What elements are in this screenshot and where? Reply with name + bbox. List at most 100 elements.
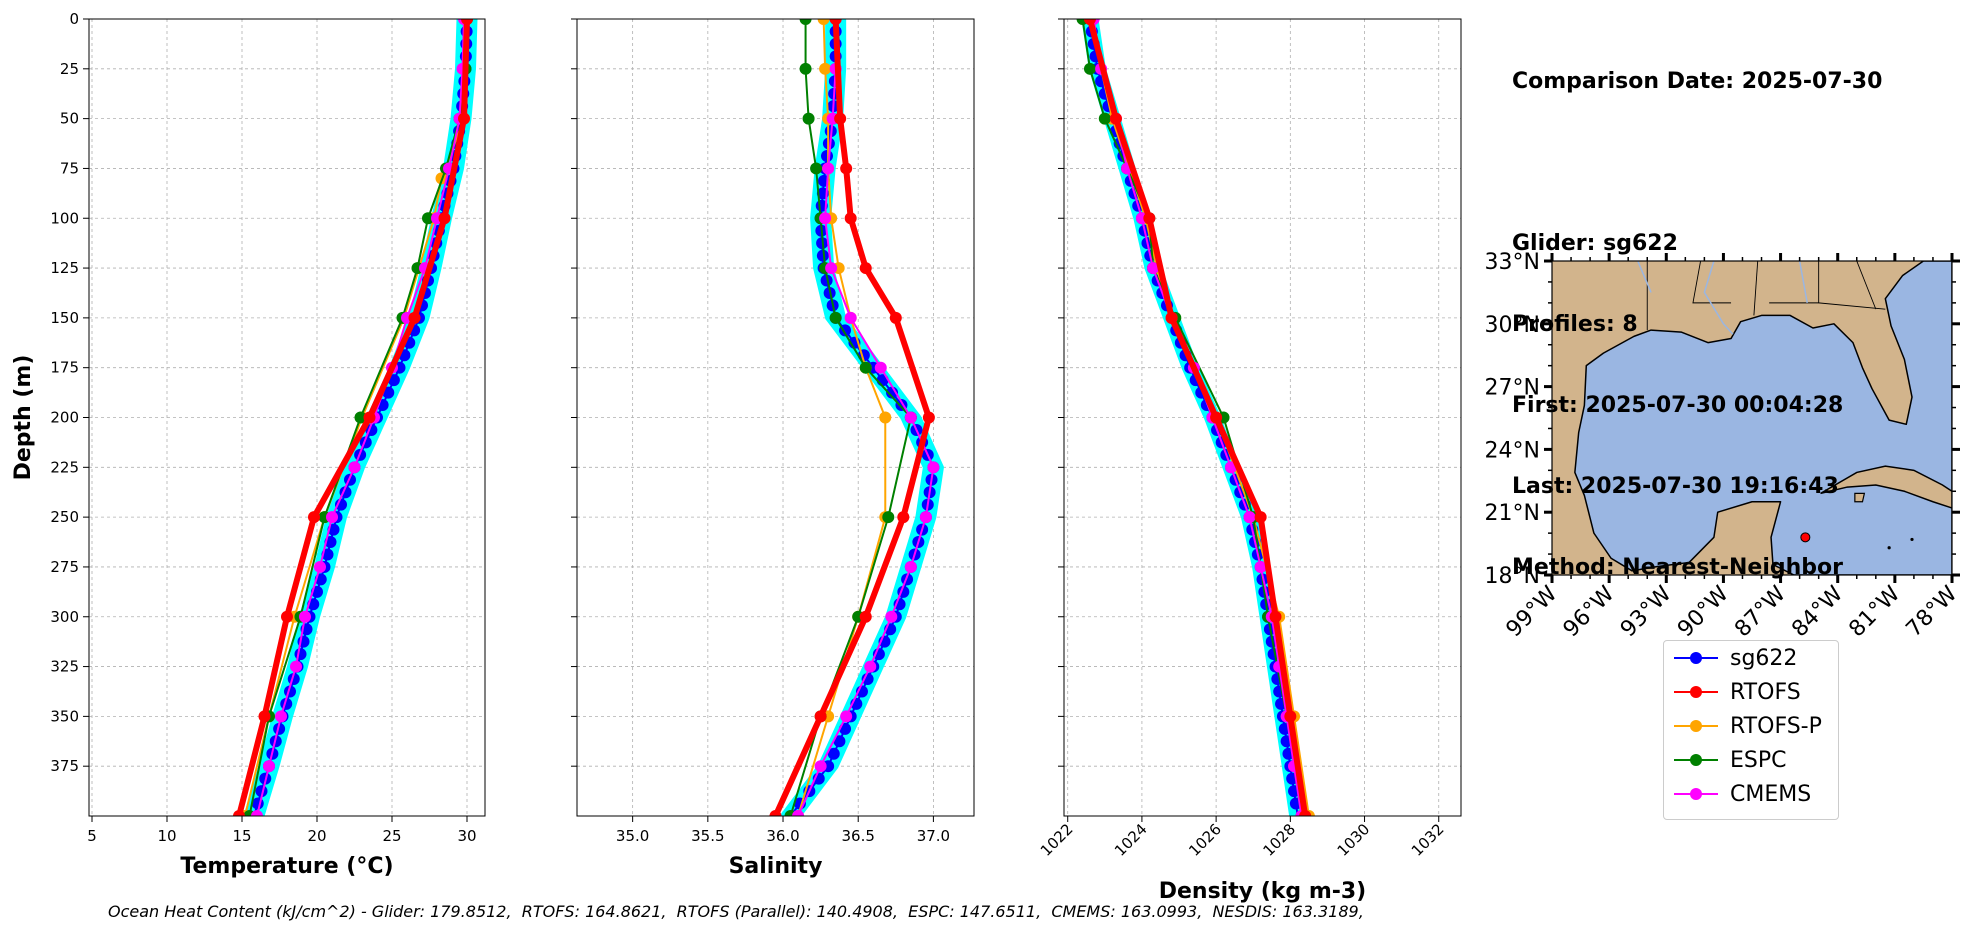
data-point-espc — [799, 19, 812, 25]
data-point-cmems — [1243, 511, 1256, 524]
y-tick-label: 25 — [60, 60, 79, 78]
data-point-rtofs — [859, 262, 872, 275]
data-point-rtofs-p — [817, 19, 830, 25]
data-point-rtofs — [814, 710, 827, 723]
data-point-rtofs — [922, 411, 935, 424]
data-point-cmems — [840, 710, 853, 723]
legend: sg622 RTOFS RTOFS-P ESPC CMEMS — [1663, 640, 1839, 820]
river-line — [1637, 261, 1652, 293]
y-tick-label: 125 — [50, 259, 79, 277]
map-frame — [1551, 260, 1953, 576]
legend-swatch — [1672, 641, 1720, 675]
plot-area — [1076, 19, 1315, 816]
legend-label: RTOFS-P — [1730, 713, 1822, 739]
data-point-sg622 — [833, 735, 846, 748]
data-point-cmems — [314, 560, 326, 573]
data-point-sg622 — [294, 648, 307, 661]
y-axis-label: Depth (m) — [11, 355, 36, 481]
data-point-espc — [802, 112, 815, 125]
data-point-rtofs — [859, 610, 872, 623]
data-point-rtofs — [1083, 19, 1096, 25]
data-point-rtofs — [897, 511, 910, 524]
data-point-cmems — [822, 162, 835, 175]
data-point-cmems — [792, 810, 805, 816]
y-tick-label: 150 — [50, 309, 79, 327]
y-tick-label: 175 — [50, 359, 79, 377]
profile-panel-1: 0 25 50 75 100 125 150 175 200 225 250 275 300 325 350… — [11, 10, 486, 879]
info-line: Profiles: 8 — [1512, 312, 1638, 337]
x-axis-label: Density (kg m-3) — [1159, 879, 1367, 904]
data-point-cmems — [290, 660, 302, 673]
data-point-cmems — [1147, 262, 1160, 275]
x-tick-label: 35.0 — [616, 827, 649, 845]
lat-tick-label: 18°N — [1485, 564, 1540, 589]
y-tick-label: 75 — [60, 159, 79, 177]
data-point-cmems — [819, 212, 832, 225]
data-point-cmems — [251, 810, 263, 816]
data-point-espc — [422, 212, 434, 225]
state-border — [1692, 261, 1732, 304]
legend-label: sg622 — [1730, 645, 1798, 671]
data-point-espc — [354, 411, 367, 424]
y-tick-label: 250 — [50, 508, 79, 526]
x-tick-label: 5 — [87, 827, 97, 845]
data-point-rtofs — [461, 19, 473, 25]
data-point-cmems — [299, 610, 311, 623]
y-tick-label: 200 — [50, 409, 79, 427]
y-tick-label: 0 — [69, 10, 79, 28]
info-line — [1512, 149, 1882, 176]
data-point-rtofs — [1165, 311, 1178, 324]
x-tick-label: 1024 — [1111, 820, 1151, 860]
x-tick-label: 25 — [382, 827, 401, 845]
x-tick-label: 37.0 — [917, 827, 950, 845]
x-tick-label: 20 — [307, 827, 326, 845]
lat-tick-label: 21°N — [1485, 501, 1540, 526]
x-axis-label: Temperature (°C) — [180, 854, 393, 879]
data-point-rtofs — [458, 112, 470, 125]
y-tick-label: 375 — [50, 757, 79, 775]
x-axis-label: Salinity — [729, 854, 823, 879]
info-line: Last: 2025-07-30 19:16:43 — [1512, 474, 1839, 499]
data-point-rtofs — [408, 311, 421, 324]
state-border — [1818, 302, 1886, 310]
plot-area — [769, 19, 944, 816]
data-point-rtofs — [1143, 212, 1156, 225]
comparison-info: Comparison Date: 2025-07-30 Glider: sg62… — [1512, 14, 1882, 608]
data-point-rtofs — [840, 162, 853, 175]
data-point-rtofs — [1210, 411, 1223, 424]
x-tick-label: 1022 — [1037, 820, 1077, 860]
data-point-cmems — [814, 760, 827, 773]
x-tick-label: 1032 — [1408, 820, 1448, 860]
lon-tick-label: 78°W — [1902, 581, 1963, 642]
data-point-rtofs-p — [879, 411, 892, 424]
data-point-sg622 — [820, 274, 833, 287]
inset-map: 33°N30°N27°N24°N21°N18°N99°W96°W93°W90°W… — [1485, 250, 1963, 642]
data-point-cmems — [885, 610, 898, 623]
island-dot — [1910, 537, 1914, 542]
data-point-cmems — [263, 760, 275, 773]
glider-location-marker — [1800, 532, 1811, 543]
y-tick-label: 225 — [50, 458, 79, 476]
data-point-espc — [859, 361, 872, 374]
data-point-cmems — [275, 710, 287, 723]
lat-tick-label: 33°N — [1485, 250, 1540, 275]
data-point-rtofs — [308, 511, 320, 524]
data-point-rtofs — [834, 112, 847, 125]
info-line: First: 2025-07-30 00:04:28 — [1512, 393, 1844, 418]
legend-label: CMEMS — [1730, 781, 1812, 807]
y-tick-label: 300 — [50, 608, 79, 626]
legend-item: RTOFS — [1664, 675, 1838, 709]
lat-tick-label: 27°N — [1485, 376, 1540, 401]
data-point-cmems — [927, 461, 940, 474]
data-point-espc — [1098, 112, 1111, 125]
data-point-espc — [810, 162, 823, 175]
data-point-rtofs — [1299, 810, 1312, 816]
data-point-rtofs — [281, 610, 293, 623]
data-point-sg622 — [273, 722, 286, 735]
data-point-rtofs — [1269, 610, 1282, 623]
data-point-rtofs — [363, 411, 376, 424]
data-point-rtofs — [1254, 511, 1267, 524]
data-point-rtofs — [233, 810, 245, 816]
x-tick-label: 30 — [457, 827, 476, 845]
